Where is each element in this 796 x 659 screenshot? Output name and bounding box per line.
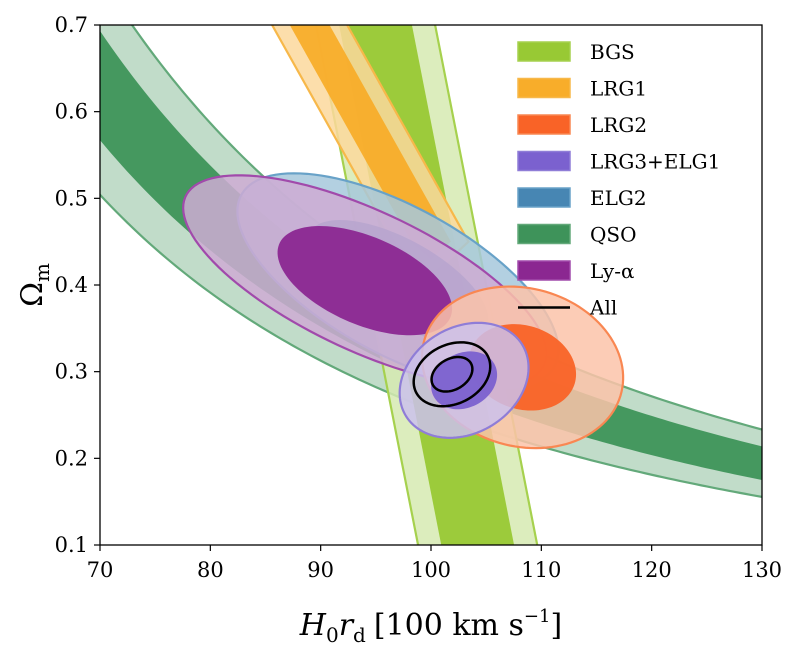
legend-label: LRG2: [590, 113, 647, 137]
x-tick-label: 70: [87, 558, 114, 582]
legend-label: ELG2: [590, 186, 647, 210]
x-tick-label: 80: [197, 558, 224, 582]
x-tick-label: 90: [307, 558, 334, 582]
y-tick-label: 0.2: [55, 446, 88, 470]
legend-item-lrg1: LRG1: [517, 77, 647, 101]
legend-item-elg2: ELG2: [517, 186, 647, 210]
legend-item-qso: QSO: [517, 223, 637, 247]
x-axis-title: H0rd [100 km s−1]: [299, 606, 562, 647]
legend-item-lrg2: LRG2: [517, 113, 647, 137]
legend-label: Ly-α: [590, 259, 635, 283]
legend-label: BGS: [590, 40, 635, 64]
legend-label: All: [589, 296, 617, 320]
legend-label: LRG3+ELG1: [590, 150, 720, 174]
legend-swatch: [517, 77, 571, 99]
contour-68-lrg3-elg1: [431, 351, 498, 410]
x-tick-label: 100: [411, 558, 451, 582]
legend-swatch: [517, 150, 571, 172]
y-tick-label: 0.7: [55, 13, 88, 37]
legend-item-ly: Ly-α: [517, 259, 635, 283]
legend-label: QSO: [590, 223, 637, 247]
y-axis-title: Ωm: [15, 263, 54, 307]
x-tick-label: 120: [632, 558, 672, 582]
contours-layer: [100, 25, 762, 545]
legend-swatch: [517, 41, 571, 62]
y-tick-label: 0.6: [55, 100, 88, 124]
x-tick-label: 110: [521, 558, 561, 582]
y-tick-label: 0.3: [55, 360, 88, 384]
contour-68-all: [430, 355, 474, 393]
y-tick-label: 0.5: [55, 186, 88, 210]
legend-swatch: [517, 187, 571, 208]
legend-swatch: [517, 223, 571, 245]
legend-swatch: [517, 114, 571, 135]
series-all: [412, 341, 492, 408]
legend-item-all: All: [518, 296, 617, 320]
x-tick-label: 130: [742, 558, 782, 582]
axis-titles: H0rd [100 km s−1] Ωm: [15, 263, 562, 647]
legend-item-bgs: BGS: [517, 40, 635, 64]
contour-95-all: [412, 341, 492, 408]
legend-label: LRG1: [590, 77, 647, 101]
contour-68-ly: [277, 226, 453, 336]
contour-68-lrg1: [289, 25, 451, 259]
axes-layer: 70 80 90 100 110 120 130 0.1 0.2 0.3 0.4 0.5 0.6 0.7: [55, 13, 782, 582]
legend-item-lrg3-elg1: LRG3+ELG1: [517, 150, 720, 174]
y-tick-label: 0.4: [55, 273, 88, 297]
legend-swatch: [517, 260, 571, 281]
y-tick-label: 0.1: [55, 533, 88, 557]
legend: BGS LRG1 LRG2 LRG3+ELG1 ELG2 QSO Ly-α All: [517, 40, 720, 320]
